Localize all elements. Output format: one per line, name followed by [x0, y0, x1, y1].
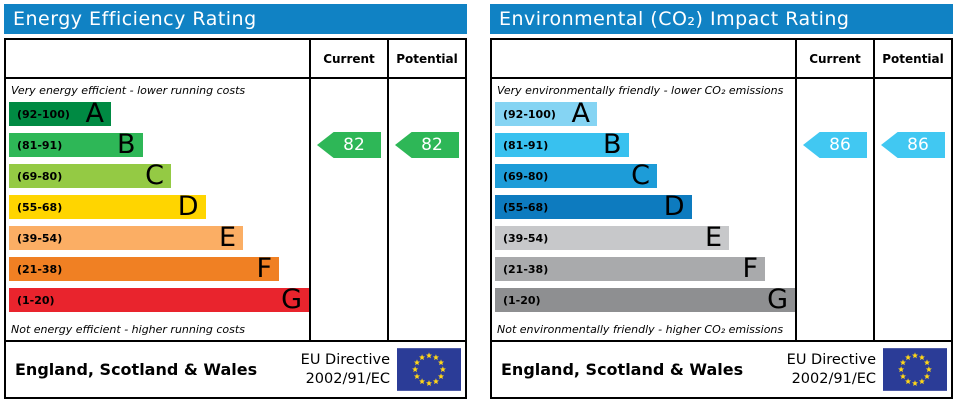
band-range-label: (81-91) — [503, 138, 549, 152]
header-spacer — [6, 40, 309, 77]
potential-column-header: Potential — [873, 40, 951, 77]
band-range-label: (92-100) — [17, 107, 70, 121]
current-rating-arrow: 82 — [317, 132, 381, 158]
current-rating-arrow: 86 — [803, 132, 867, 158]
chart-body: Very environmentally friendly - lower CO… — [492, 79, 951, 342]
potential-rating-value: 86 — [907, 135, 929, 155]
band-range-label: (21-38) — [17, 262, 63, 276]
band-range-label: (55-68) — [503, 200, 549, 214]
band-row-B: (81-91) B — [495, 129, 629, 160]
panel-footer: England, Scotland & Wales EU Directive 2… — [492, 342, 951, 397]
band-row-B: (81-91) B — [9, 129, 143, 160]
band-row-C: (69-80) C — [9, 160, 171, 191]
band-letter: E — [704, 222, 722, 253]
current-column-header: Current — [309, 40, 387, 77]
band-range-label: (92-100) — [503, 107, 556, 121]
column-header-row: Current Potential — [492, 40, 951, 79]
band-range-label: (39-54) — [503, 231, 549, 245]
eu-directive-line2: 2002/91/EC — [791, 370, 876, 387]
band-range-label: (55-68) — [17, 200, 63, 214]
region-label: England, Scotland & Wales — [501, 360, 744, 379]
potential-rating-cell: 86 — [873, 79, 951, 340]
band-row-A: (92-100) A — [495, 98, 597, 129]
band-row-F: (21-38) F — [9, 253, 279, 284]
band-range-label: (39-54) — [17, 231, 63, 245]
band-letter: B — [602, 129, 622, 160]
band-letter: A — [85, 98, 104, 129]
band-row-D: (55-68) D — [9, 191, 206, 222]
band-letter: B — [116, 129, 136, 160]
band-row-G: (1-20) G — [9, 284, 309, 315]
eu-flag-icon — [397, 348, 461, 391]
band-row-E: (39-54) E — [495, 222, 729, 253]
band-range-label: (1-20) — [503, 293, 541, 307]
eu-directive-line1: EU Directive — [300, 351, 390, 368]
band-row-D: (55-68) D — [495, 191, 692, 222]
panel-title-bar: Energy Efficiency Rating — [4, 4, 467, 34]
band-range-label: (69-80) — [503, 169, 549, 183]
band-list: (92-100) A (81-91) B (69-80) C (55-68) D (39-54)… — [495, 98, 795, 319]
band-letter: E — [218, 222, 236, 253]
chart-body: Very energy efficient - lower running co… — [6, 79, 465, 342]
eu-directive-line2: 2002/91/EC — [305, 370, 390, 387]
co2-impact-panel: Environmental (CO₂) Impact Rating Curren… — [490, 4, 953, 399]
energy-efficiency-panel: Energy Efficiency Rating Current Potenti… — [4, 4, 467, 399]
current-column-header: Current — [795, 40, 873, 77]
region-label: England, Scotland & Wales — [15, 360, 258, 379]
band-letter: C — [145, 160, 164, 191]
bands-area: Very energy efficient - lower running co… — [6, 79, 309, 340]
panel-footer: England, Scotland & Wales EU Directive 2… — [6, 342, 465, 397]
potential-rating-arrow: 82 — [395, 132, 459, 158]
band-letter: D — [177, 191, 199, 222]
bottom-caption: Not energy efficient - higher running co… — [11, 323, 245, 336]
eu-directive-label: EU Directive 2002/91/EC — [301, 351, 390, 389]
band-range-label: (81-91) — [17, 138, 63, 152]
band-letter: D — [663, 191, 685, 222]
potential-rating-value: 82 — [421, 135, 443, 155]
band-row-C: (69-80) C — [495, 160, 657, 191]
panel-title-bar: Environmental (CO₂) Impact Rating — [490, 4, 953, 34]
band-row-E: (39-54) E — [9, 222, 243, 253]
potential-column-header: Potential — [387, 40, 465, 77]
band-letter: F — [742, 253, 758, 284]
current-rating-cell: 82 — [309, 79, 387, 340]
rating-table: Current Potential Very energy efficient … — [4, 38, 467, 399]
eu-directive-line1: EU Directive — [786, 351, 876, 368]
top-caption: Very energy efficient - lower running co… — [11, 84, 246, 97]
band-row-A: (92-100) A — [9, 98, 111, 129]
band-letter: G — [767, 284, 788, 315]
current-rating-value: 86 — [829, 135, 851, 155]
current-rating-cell: 86 — [795, 79, 873, 340]
bands-area: Very environmentally friendly - lower CO… — [492, 79, 795, 340]
top-caption: Very environmentally friendly - lower CO… — [497, 84, 784, 97]
band-letter: G — [281, 284, 302, 315]
band-row-G: (1-20) G — [495, 284, 795, 315]
rating-table: Current Potential Very environmentally f… — [490, 38, 953, 399]
panel-title: Environmental (CO₂) Impact Rating — [499, 8, 850, 30]
band-range-label: (21-38) — [503, 262, 549, 276]
band-range-label: (69-80) — [17, 169, 63, 183]
eu-flag-icon — [883, 348, 947, 391]
bottom-caption: Not environmentally friendly - higher CO… — [497, 323, 784, 336]
band-row-F: (21-38) F — [495, 253, 765, 284]
panel-title: Energy Efficiency Rating — [13, 8, 257, 30]
potential-rating-arrow: 86 — [881, 132, 945, 158]
band-list: (92-100) A (81-91) B (69-80) C (55-68) D (39-54)… — [9, 98, 309, 319]
eu-directive-label: EU Directive 2002/91/EC — [787, 351, 876, 389]
potential-rating-cell: 82 — [387, 79, 465, 340]
band-letter: A — [571, 98, 590, 129]
band-letter: C — [631, 160, 650, 191]
current-rating-value: 82 — [343, 135, 365, 155]
band-letter: F — [256, 253, 272, 284]
header-spacer — [492, 40, 795, 77]
column-header-row: Current Potential — [6, 40, 465, 79]
band-range-label: (1-20) — [17, 293, 55, 307]
